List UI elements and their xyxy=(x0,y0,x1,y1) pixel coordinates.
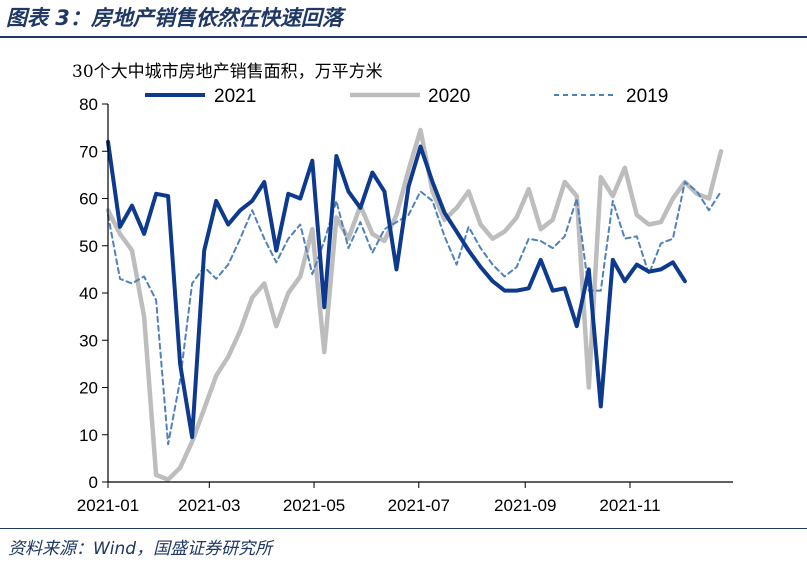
y-tick-label: 60 xyxy=(79,190,98,209)
y-tick-label: 50 xyxy=(79,237,98,256)
source-rule xyxy=(0,528,807,529)
y-tick-label: 30 xyxy=(79,331,98,350)
x-tick-label: 2021-05 xyxy=(283,496,345,515)
y-tick-label: 20 xyxy=(79,379,98,398)
x-tick-label: 2021-01 xyxy=(77,496,139,515)
y-tick-label: 70 xyxy=(79,142,98,161)
series-line-2019 xyxy=(107,181,722,446)
y-tick-label: 10 xyxy=(79,426,98,445)
x-tick-label: 2021-07 xyxy=(388,496,450,515)
line-chart: 30个大中城市房地产销售面积，万平方米 2021 2020 2019 0 10 20 30… xyxy=(72,62,733,515)
axes: 0 10 20 30 40 50 60 70 80 2021-01 2021-03 2021-05 20… xyxy=(77,95,733,515)
y-tick-label: 40 xyxy=(79,284,98,303)
legend-label-2019: 2019 xyxy=(626,86,668,107)
title-rule xyxy=(0,36,807,38)
legend: 2021 2020 2019 xyxy=(145,86,668,107)
series-line-2021 xyxy=(106,139,687,440)
x-tick-label: 2021-09 xyxy=(494,496,556,515)
unit-label: 30个大中城市房地产销售面积，万平方米 xyxy=(72,62,383,82)
series-line-2020 xyxy=(105,127,724,482)
legend-label-2020: 2020 xyxy=(428,86,470,107)
y-tick-label: 80 xyxy=(79,95,98,114)
figure-title: 图表 3：房地产销售依然在快速回落 xyxy=(6,6,343,30)
legend-label-2021: 2021 xyxy=(214,86,256,107)
x-tick-label: 2021-11 xyxy=(599,496,660,515)
y-tick-label: 0 xyxy=(89,473,98,492)
source-note: 资料来源：Wind，国盛证券研究所 xyxy=(8,539,273,559)
x-tick-label: 2021-03 xyxy=(178,496,240,515)
series-layer xyxy=(105,127,724,482)
